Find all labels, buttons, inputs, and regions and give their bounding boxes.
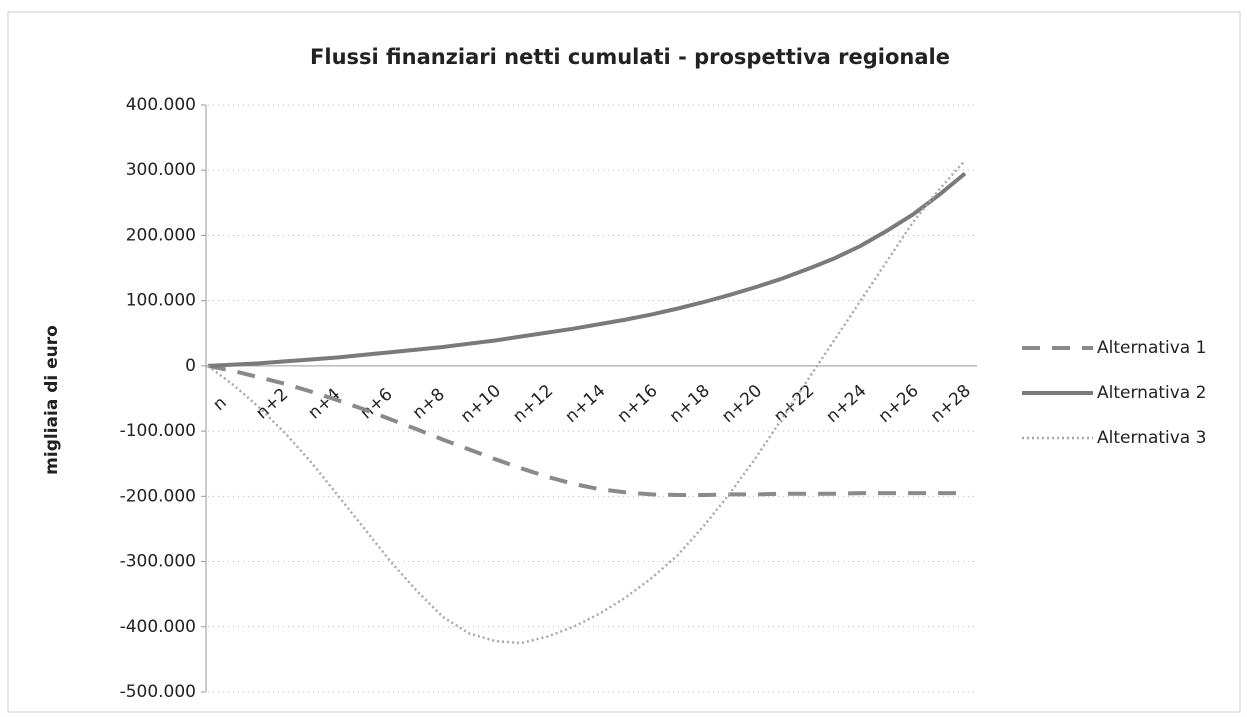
chart-frame — [7, 11, 1241, 713]
legend-label: Alternativa 3 — [1097, 428, 1206, 448]
y-axis-label: migliaia di euro — [42, 325, 62, 475]
y-tick-label: -300.000 — [120, 552, 196, 572]
legend-label: Alternativa 1 — [1097, 338, 1206, 358]
y-tick-label: -100.000 — [120, 421, 196, 441]
y-tick-label: 0 — [185, 356, 196, 376]
y-tick-label: -200.000 — [120, 486, 196, 506]
series-line — [207, 363, 965, 497]
y-tick-label: 200.000 — [126, 225, 196, 245]
legend-label: Alternativa 2 — [1097, 383, 1206, 403]
y-tick-label: -500.000 — [120, 682, 196, 702]
y-tick-label: -400.000 — [120, 617, 196, 637]
y-tick-label: 300.000 — [126, 160, 196, 180]
series-line — [207, 171, 967, 368]
y-tick-label: 400.000 — [126, 95, 196, 115]
chart-title: Flussi finanziari netti cumulati - prosp… — [310, 45, 950, 69]
y-tick-label: 100.000 — [126, 291, 196, 311]
series-line — [207, 159, 966, 645]
